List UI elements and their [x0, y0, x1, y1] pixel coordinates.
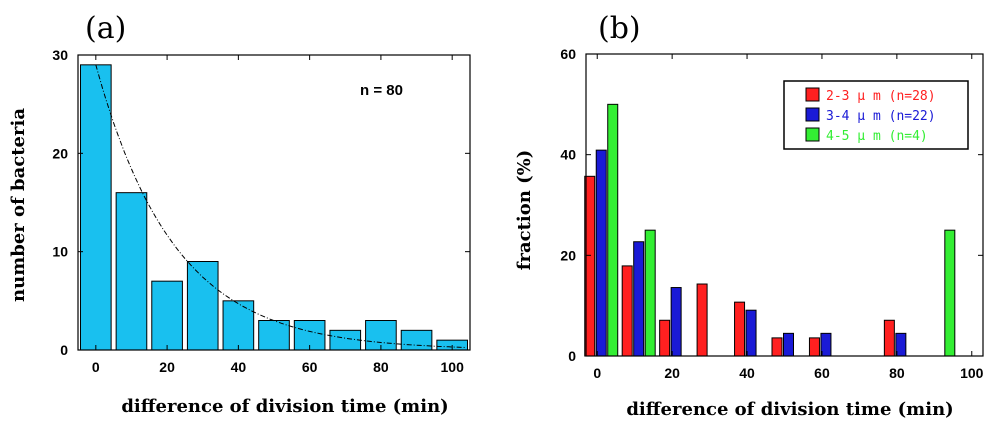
panel-b-bar-series-3 — [944, 229, 956, 357]
panel-a-bar — [329, 329, 362, 351]
panel-b-legend-label-2: 3-4 μ m (n=22) — [826, 109, 936, 124]
panel-b-legend-swatch-1 — [805, 87, 820, 102]
panel-b-bar-series-2 — [670, 287, 682, 357]
panel-b-y-tick-label: 20 — [560, 247, 576, 263]
panel-a: (a) n = 80 difference of division time (… — [8, 11, 471, 417]
panel-b-frame — [585, 53, 984, 357]
panel-b-bar-series-1 — [696, 283, 708, 357]
panel-b-legend-label-1: 2-3 μ m (n=28) — [826, 89, 936, 104]
panel-b-legend-swatch-3 — [805, 127, 820, 142]
panel-b-y-axis-title: fraction (%) — [514, 150, 535, 271]
panel-b-bar-series-1 — [883, 319, 895, 357]
panel-b-bar-series-1 — [659, 319, 671, 357]
panel-b-label: (b) — [598, 11, 641, 46]
panel-b-legend-label-3: 4-5 μ m (n=4) — [826, 129, 928, 144]
panel-b-legend: 2-3 μ m (n=28) 3-4 μ m (n=22) 4-5 μ m (n=4… — [783, 80, 969, 150]
panel-a-bar — [115, 192, 148, 351]
panel-a-x-tick-label: 0 — [92, 359, 100, 375]
panel-a-bar — [400, 329, 433, 351]
panel-a-x-tick-label: 80 — [373, 359, 389, 375]
panel-a-x-tick-label: 20 — [159, 359, 175, 375]
panel-b-y-tick-label: 60 — [560, 46, 576, 62]
panel-a-bar — [80, 64, 112, 351]
panel-a-x-tick-label: 60 — [302, 359, 318, 375]
panel-b-x-tick-label: 40 — [739, 365, 755, 381]
panel-b-x-tick-label: 100 — [960, 365, 984, 381]
panel-a-label: (a) — [85, 11, 126, 46]
panel-b-bar-series-2 — [745, 309, 757, 357]
panel-b-bar-series-1 — [771, 337, 783, 357]
panel-a-annotation: n = 80 — [360, 82, 403, 99]
panel-b-x-tick-label: 80 — [889, 365, 905, 381]
panel-a-y-tick-label: 30 — [52, 47, 68, 63]
panel-b-y-tick-label: 0 — [568, 348, 576, 364]
panel-b-x-tick-label: 60 — [814, 365, 830, 381]
panel-a-x-tick-label: 100 — [441, 359, 465, 375]
panel-b-legend-swatch-2 — [805, 107, 820, 122]
panel-b: (b) difference of division time (min) fr… — [514, 11, 984, 420]
panel-a-x-axis-title: difference of division time (min) — [121, 396, 448, 417]
panel-a-bar — [186, 261, 219, 351]
panel-a-bar — [222, 300, 255, 351]
panel-a-bar — [258, 320, 290, 351]
panel-a-y-axis-title: number of bacteria — [8, 108, 29, 302]
panel-b-bar-series-1 — [734, 301, 746, 357]
panel-b-bar-series-3 — [607, 103, 619, 357]
panel-b-bar-series-1 — [808, 337, 820, 357]
panel-b-bar-series-1 — [621, 265, 633, 357]
panel-b-bar-series-2 — [633, 241, 645, 357]
panel-b-bar-series-2 — [783, 332, 794, 357]
panel-a-y-tick-label: 10 — [52, 244, 68, 260]
panel-b-x-tick-label: 0 — [593, 365, 601, 381]
panel-a-y-tick-label: 0 — [60, 342, 68, 358]
panel-a-fit-curve — [95, 64, 467, 348]
panel-a-bar — [151, 280, 183, 351]
panel-a-x-tick-label: 40 — [231, 359, 247, 375]
panel-b-x-axis-title: difference of division time (min) — [626, 399, 953, 420]
panel-b-bar-series-3 — [644, 229, 656, 357]
panel-b-x-tick-label: 20 — [664, 365, 680, 381]
panel-a-y-tick-label: 20 — [52, 145, 68, 161]
panel-b-bar-series-2 — [595, 149, 607, 357]
panel-b-y-tick-label: 40 — [560, 147, 576, 163]
panel-a-frame — [77, 54, 471, 351]
